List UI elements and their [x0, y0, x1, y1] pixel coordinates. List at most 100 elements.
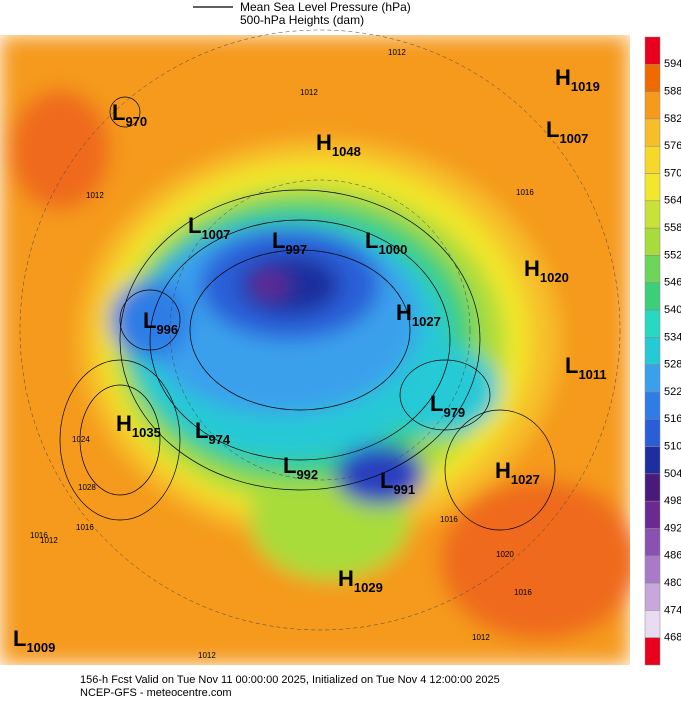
isobar-label: 1016: [514, 588, 532, 597]
center-type: L: [112, 100, 125, 125]
isobar-label: 1016: [76, 523, 94, 532]
isobar-label: 1012: [198, 651, 216, 660]
center-value: 974: [208, 432, 230, 447]
colorbar: 594 588 582 576 570 564 558 552 546 540 534 528 522 5…: [644, 36, 681, 666]
colorbar-swatch: [644, 255, 661, 283]
pressure-center: L1007: [188, 213, 230, 242]
colorbar-swatch: [644, 555, 661, 584]
center-type: H: [524, 256, 540, 281]
isobar-label: 1012: [472, 633, 490, 642]
colorbar-label: 540: [664, 304, 681, 316]
footer-text: NCEP-GFS - meteocentre.com: [80, 687, 232, 699]
pressure-center: L997: [272, 228, 307, 257]
isobar-label: 1020: [496, 550, 514, 559]
pressure-center: L1009: [13, 626, 55, 655]
colorbar-swatch: [644, 473, 661, 502]
colorbar-label: 498: [664, 495, 681, 507]
center-value: 1027: [412, 314, 441, 329]
colorbar-swatch: [644, 91, 661, 120]
colorbar-label: 492: [664, 522, 681, 534]
colorbar-swatch: [644, 446, 661, 475]
colorbar-label: 522: [664, 386, 681, 398]
center-type: L: [143, 308, 156, 333]
colorbar-swatch: [644, 64, 661, 92]
colorbar-label: 528: [664, 359, 681, 371]
isobar-label: 1016: [440, 515, 458, 524]
center-value: 970: [125, 114, 147, 129]
colorbar-label: 504: [664, 468, 681, 480]
center-type: L: [380, 468, 393, 493]
center-value: 1009: [26, 640, 55, 655]
center-value: 1035: [132, 425, 161, 440]
center-value: 1027: [511, 472, 540, 487]
footer-text: 156-h Fcst Valid on Tue Nov 11 00:00:00 …: [80, 674, 500, 686]
colorbar-swatch: [644, 200, 661, 229]
pressure-center: H1019: [555, 65, 600, 94]
map: [0, 29, 630, 665]
colorbar-swatch: [644, 118, 661, 147]
colorbar-swatch: [644, 419, 661, 447]
colorbar-swatch: [644, 309, 661, 338]
pressure-center: L979: [430, 391, 465, 420]
colorbar-label: 480: [664, 577, 681, 589]
colorbar-label: 558: [664, 222, 681, 234]
pressure-center: L970: [112, 100, 147, 129]
center-type: L: [365, 228, 378, 253]
pressure-center: H1027: [495, 458, 540, 487]
colorbar-swatch: [644, 364, 661, 393]
colorbar-label: 534: [664, 331, 681, 343]
center-type: L: [13, 626, 26, 651]
colorbar-label: 582: [664, 113, 681, 125]
colorbar-label: 516: [664, 413, 681, 425]
colorbar-label: 510: [664, 440, 681, 452]
colorbar-swatch: [644, 582, 661, 611]
center-value: 992: [296, 467, 318, 482]
isobar-label: 1012: [40, 536, 58, 545]
center-value: 991: [393, 482, 415, 497]
center-type: H: [555, 65, 571, 90]
header-text: 500-hPa Heights (dam): [240, 13, 364, 27]
colorbar-swatch: [644, 337, 661, 365]
colorbar-label: 486: [664, 550, 681, 562]
pressure-center: H1048: [316, 130, 361, 159]
pressure-center: L974: [195, 418, 231, 447]
center-type: H: [396, 300, 412, 325]
pressure-center: H1035: [116, 411, 161, 440]
colorbar-swatch: [644, 391, 661, 420]
colorbar-swatch: [644, 36, 661, 65]
center-type: H: [338, 566, 354, 591]
colorbar-label: 570: [664, 167, 681, 179]
colorbar-label: 552: [664, 249, 681, 261]
pressure-center: H1020: [524, 256, 569, 285]
pressure-center: L996: [143, 308, 178, 337]
center-value: 1029: [354, 580, 383, 595]
colorbar-label: 594: [664, 58, 681, 70]
colorbar-label: 474: [664, 604, 681, 616]
center-type: L: [565, 353, 578, 378]
center-type: L: [188, 213, 201, 238]
pressure-center: L1007: [546, 117, 588, 146]
colorbar-swatch: [644, 282, 661, 311]
colorbar-label: 564: [664, 195, 681, 207]
pressure-center: L1011: [565, 353, 607, 382]
center-value: 996: [156, 322, 178, 337]
isobar-label: 1028: [78, 483, 96, 492]
center-type: H: [316, 130, 332, 155]
center-value: 1011: [578, 367, 606, 382]
center-value: 1020: [540, 270, 569, 285]
isobar-label: 1012: [388, 48, 406, 57]
pressure-center: L991: [380, 468, 415, 497]
center-type: H: [116, 411, 132, 436]
center-value: 997: [285, 242, 307, 257]
colorbar-swatch: [644, 145, 661, 174]
center-value: 1048: [332, 144, 361, 159]
isobar-label: 1024: [72, 435, 90, 444]
isobar-label: 1016: [30, 531, 48, 540]
pressure-center: H1027: [396, 300, 441, 329]
colorbar-swatch: [644, 637, 661, 666]
colorbar-label: 468: [664, 632, 681, 644]
center-value: 1007: [201, 227, 230, 242]
colorbar-label: 546: [664, 277, 681, 289]
